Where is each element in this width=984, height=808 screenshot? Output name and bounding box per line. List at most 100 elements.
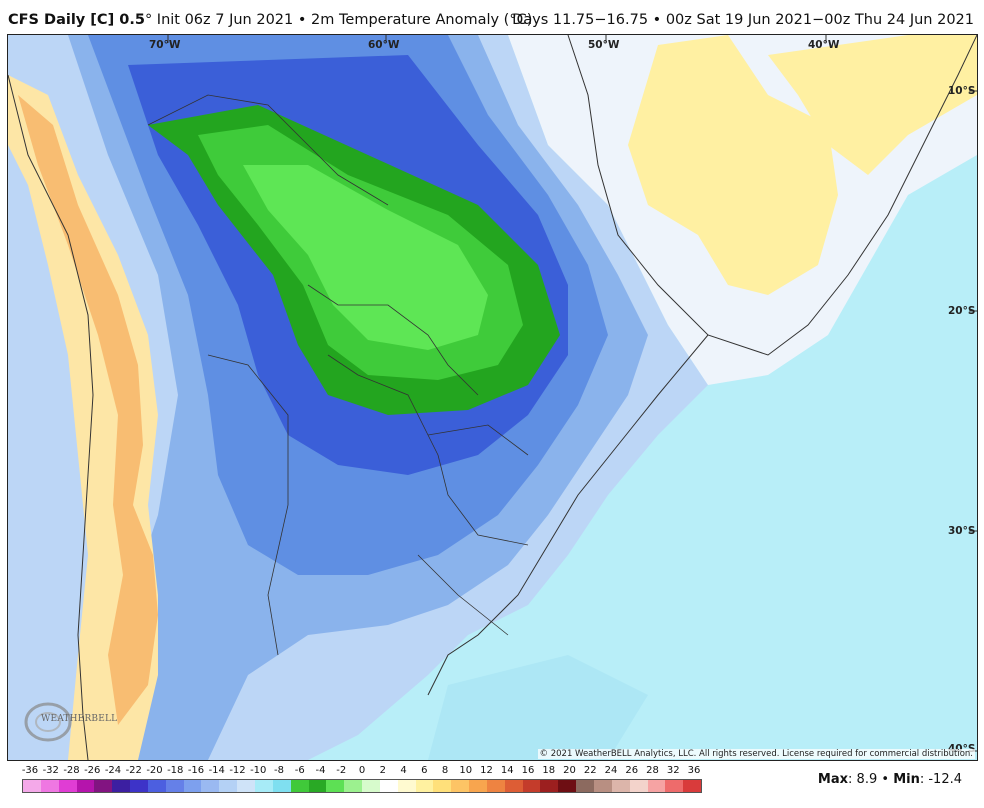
- legend-tick-label: 24: [604, 765, 618, 776]
- legend-tick-labels: -36 -32 -28 -26 -24 -22 -20 -18 -16 -14 -12 -10 -8 -6…: [22, 765, 702, 779]
- colorbar-swatch: [415, 780, 434, 792]
- coastline: [567, 35, 977, 356]
- colorbar-swatch: [451, 780, 470, 792]
- colorbar-swatch: [683, 780, 702, 792]
- legend-tick-label: -24: [104, 765, 122, 776]
- lat-label-20s: 20°S: [948, 305, 976, 317]
- legend-tick-label: -10: [250, 765, 267, 776]
- lon-label-70w: 70°W: [149, 39, 181, 51]
- ne-warm-2: [768, 35, 977, 175]
- colorbar-swatch: [254, 780, 273, 792]
- legend-tick-label: -26: [84, 765, 101, 776]
- lon-label-50w: 50°W: [588, 39, 620, 51]
- legend-tick-label: 6: [421, 765, 428, 776]
- map-title: CFS Daily [C] 0.5° Init 06z 7 Jun 2021 •…: [8, 12, 532, 28]
- temperature-anomaly-colorbar: [22, 779, 702, 793]
- colorbar-swatch: [290, 780, 309, 792]
- colorbar-swatch: [469, 780, 487, 792]
- max-min-stats: Max: 8.9 • Min: -12.4: [817, 772, 962, 787]
- colorbar-swatch: [522, 780, 541, 792]
- legend-tick-label: -12: [229, 765, 246, 776]
- colorbar-swatch: [629, 780, 648, 792]
- colorbar-swatch: [362, 780, 380, 792]
- colorbar-swatch: [183, 780, 202, 792]
- legend-tick-label: -28: [63, 765, 80, 776]
- legend-tick-label: -32: [42, 765, 59, 776]
- title-separator: •: [297, 12, 307, 28]
- legend-tick-label: -36: [21, 765, 39, 776]
- colorbar-swatch: [558, 780, 577, 792]
- colorbar-swatch: [308, 780, 327, 792]
- min-value: -12.4: [928, 772, 962, 787]
- color-legend: -36 -32 -28 -26 -24 -22 -20 -18 -16 -14 -12 -10 -8 -6…: [22, 765, 702, 797]
- model-name: CFS Daily [C] 0.5: [8, 12, 145, 28]
- weatherbell-logo: WEATHERBELL: [24, 700, 117, 746]
- colorbar-swatch: [397, 780, 416, 792]
- colorbar-swatch: [647, 780, 666, 792]
- colorbar-swatch: [540, 780, 559, 792]
- colorbar-swatch: [94, 780, 113, 792]
- colorbar-swatch: [165, 780, 184, 792]
- legend-tick-label: -16: [187, 765, 205, 776]
- legend-tick-label: 12: [480, 765, 493, 776]
- colorbar-swatch: [130, 780, 148, 792]
- colorbar-swatch: [237, 780, 255, 792]
- lat-label-30s: 30°S: [948, 525, 976, 537]
- colorbar-swatch: [379, 780, 398, 792]
- legend-tick-label: -2: [336, 765, 347, 776]
- legend-tick-label: 14: [500, 765, 514, 776]
- west-coastline: [8, 74, 94, 760]
- colorbar-swatch: [23, 780, 41, 792]
- legend-tick-label: 8: [441, 765, 449, 776]
- colorbar-swatch: [344, 780, 363, 792]
- weatherbell-swirl-icon: [24, 702, 72, 742]
- colorbar-swatch: [112, 780, 131, 792]
- max-label: Max: [817, 772, 849, 787]
- legend-tick-label: 32: [666, 765, 680, 776]
- logo-text: WEATHERBELL: [41, 714, 118, 724]
- field-name: 2m Temperature Anomaly (°C): [311, 12, 533, 28]
- lon-label-60w: 60°W: [368, 39, 400, 51]
- colorbar-swatch: [219, 780, 238, 792]
- map-header: CFS Daily [C] 0.5° Init 06z 7 Jun 2021 •…: [0, 0, 984, 34]
- colorbar-swatch: [486, 780, 505, 792]
- legend-tick-label: -8: [274, 765, 284, 776]
- legend-tick-label: 2: [379, 765, 386, 776]
- ocean-patch: [428, 655, 648, 760]
- legend-tick-label: -22: [125, 765, 142, 776]
- colorbar-swatch: [272, 780, 291, 792]
- anomaly-map: 70°W 60°W 50°W 40°W 10°S 20°S 30°S 40°S …: [7, 34, 978, 761]
- colorbar-swatch: [326, 780, 345, 792]
- legend-tick-label: -6: [294, 765, 305, 776]
- colorbar-swatch: [147, 780, 166, 792]
- legend-tick-label: 10: [459, 765, 473, 776]
- legend-tick-label: -18: [167, 765, 184, 776]
- legend-tick-label: -4: [315, 765, 326, 776]
- legend-tick-label: 26: [625, 765, 639, 776]
- max-value: 8.9: [856, 772, 878, 787]
- legend-tick-label: 18: [542, 765, 556, 776]
- anomaly-light-green: [243, 165, 488, 350]
- colorbar-swatch: [58, 780, 77, 792]
- legend-tick-label: 4: [400, 765, 407, 776]
- init-time: Init 06z 7 Jun 2021: [156, 12, 294, 28]
- colorbar-swatch: [433, 780, 452, 792]
- legend-tick-label: -20: [146, 765, 163, 776]
- borders: [147, 94, 529, 656]
- colorbar-swatch: [504, 780, 523, 792]
- copyright-notice: © 2021 WeatherBELL Analytics, LLC. All r…: [537, 749, 975, 759]
- colorbar-swatch: [594, 780, 612, 792]
- colorbar-swatch: [665, 780, 684, 792]
- lat-label-10s: 10°S: [948, 85, 976, 97]
- andes-orange: [18, 95, 158, 725]
- legend-tick-label: 28: [646, 765, 659, 776]
- colorbar-swatch: [76, 780, 95, 792]
- legend-tick-label: 0: [358, 765, 366, 776]
- colorbar-swatch: [40, 780, 59, 792]
- colorbar-swatch: [576, 780, 594, 792]
- degree-mark: °: [144, 12, 153, 28]
- stats-separator: •: [881, 772, 890, 787]
- colorbar-swatch: [611, 780, 630, 792]
- valid-period: Days 11.75−16.75 • 00z Sat 19 Jun 2021−0…: [512, 12, 974, 28]
- graticule: [167, 35, 977, 752]
